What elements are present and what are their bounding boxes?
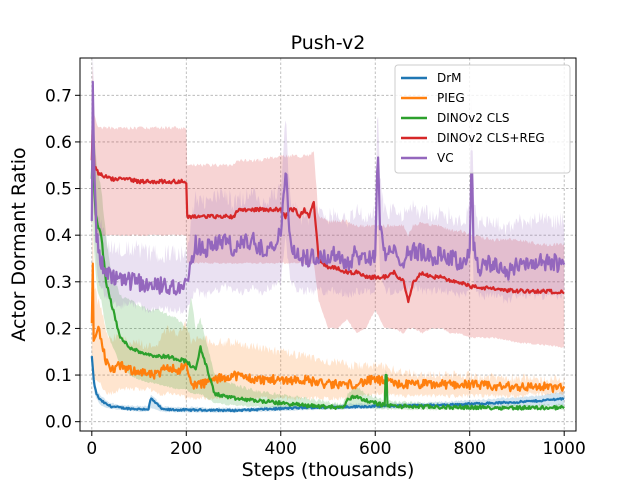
x-tick-label: 400 [265, 439, 297, 459]
y-tick-label: 0.6 [45, 133, 72, 153]
x-axis-label: Steps (thousands) [242, 459, 415, 480]
series-line-dinov2-cls-reg [90, 117, 565, 304]
legend-box [394, 64, 571, 174]
axes-frame [79, 57, 577, 432]
y-tick-label: 0.0 [45, 413, 72, 433]
ticks: 0 200 400 600 800 1000 0.0 0.1 0.2 0.3 0.4 0.5 0.6 0.… [45, 86, 586, 459]
y-tick-label: 0.4 [45, 226, 72, 246]
y-tick-label: 0.2 [45, 319, 72, 339]
band-vc [91, 58, 565, 315]
y-tick-label: 0.7 [45, 86, 72, 106]
legend-label-dinov2-cls-reg: DINOv2 CLS+REG [437, 131, 545, 145]
chart-title: Push-v2 [291, 32, 366, 54]
series-line-vc [90, 80, 566, 296]
band-dinov2-cls [91, 85, 565, 411]
confidence-bands [91, 58, 565, 413]
x-tick-label: 800 [453, 439, 485, 459]
legend-label-drm: DrM [437, 71, 462, 85]
y-axis-label: Actor Dormant Ratio [8, 147, 30, 341]
x-tick-label: 200 [170, 439, 202, 459]
legend: DrM PIEG DINOv2 CLS DINOv2 CLS+REG VC [394, 64, 571, 174]
series-line-pieg [90, 262, 566, 393]
y-tick-label: 0.1 [45, 366, 72, 386]
x-tick-label: 1000 [543, 439, 586, 459]
series-line-dinov2-cls [90, 142, 565, 411]
series-lines [90, 80, 566, 413]
band-pieg [91, 212, 565, 401]
x-tick-label: 600 [359, 439, 391, 459]
y-tick-label: 0.5 [45, 180, 72, 200]
band-dinov2-cls-reg [91, 65, 565, 348]
x-tick-label: 0 [86, 439, 97, 459]
legend-label-dinov2-cls: DINOv2 CLS [437, 111, 509, 125]
legend-label-vc: VC [437, 151, 454, 165]
legend-label-pieg: PIEG [437, 91, 465, 105]
y-tick-label: 0.3 [45, 273, 72, 293]
